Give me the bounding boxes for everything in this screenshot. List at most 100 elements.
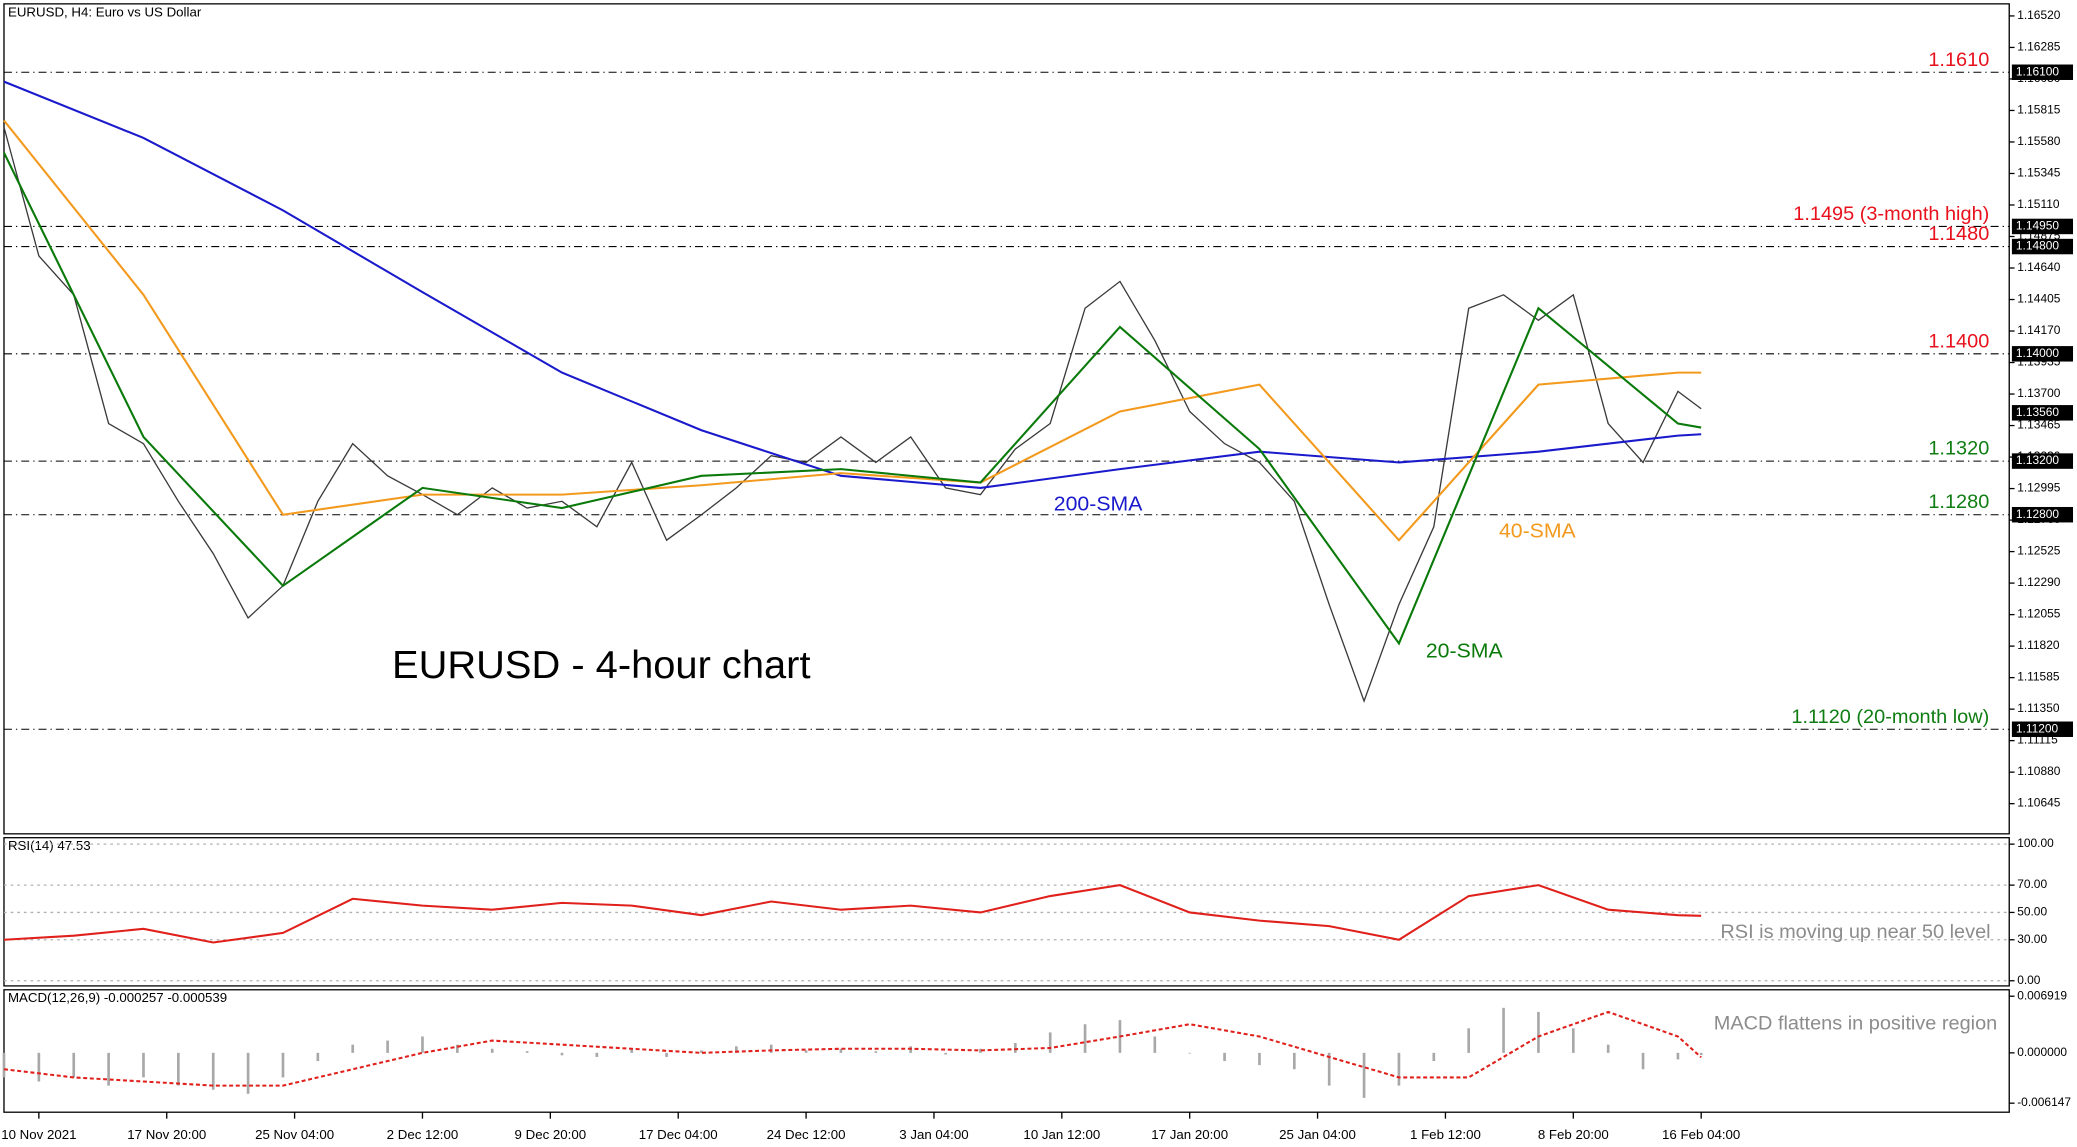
level-label: 1.1480 [1928, 223, 1989, 245]
axis-box-label: 1.14000 [2016, 347, 2060, 360]
histogram-bar [386, 1040, 389, 1053]
annotation: RSI is moving up near 50 level [1720, 921, 1990, 943]
x-tick-label: 10 Nov 2021 [1, 1127, 76, 1142]
x-tick-label: 25 Nov 04:00 [255, 1127, 334, 1142]
y-tick-label: 0.00 [2017, 974, 2041, 987]
histogram-bar [1083, 1024, 1087, 1053]
histogram-bar [456, 1044, 459, 1053]
x-tick-label: 9 Dec 20:00 [515, 1127, 587, 1142]
histogram-bar [1258, 1052, 1261, 1066]
last-price-label: 1.13560 [2016, 406, 2060, 419]
x-tick-label: 16 Feb 04:00 [1662, 1127, 1740, 1142]
x-tick-label: 25 Jan 04:00 [1279, 1127, 1356, 1142]
y-tick-label: 0.000000 [2017, 1046, 2067, 1059]
histogram-bar [72, 1052, 76, 1078]
y-tick-label: 1.13700 [2017, 387, 2061, 400]
x-tick-label: 24 Dec 12:00 [767, 1127, 846, 1142]
series-line [3, 884, 1702, 944]
series-label: 200-SMA [1054, 493, 1143, 516]
histogram-bar [211, 1052, 215, 1090]
histogram-bar [1292, 1052, 1296, 1070]
y-tick-label: 1.12055 [2017, 608, 2061, 621]
axis-box-label: 1.12800 [2016, 508, 2060, 521]
histogram-bar [1013, 1043, 1017, 1053]
x-tick-label: 10 Jan 12:00 [1023, 1127, 1100, 1142]
histogram-bar [804, 1050, 808, 1053]
y-tick-label: 1.15580 [2017, 135, 2061, 148]
histogram-bar [316, 1052, 320, 1062]
annotation: MACD flattens in positive region [1714, 1013, 1997, 1035]
y-tick-label: 100.00 [2017, 837, 2054, 850]
y-tick-label: 1.15110 [2017, 198, 2060, 211]
y-tick-label: 1.12525 [2017, 545, 2061, 558]
histogram-bar [1571, 1028, 1575, 1053]
histogram-bar [665, 1052, 668, 1057]
level-label: 1.1610 [1928, 49, 1989, 71]
axis-box-label: 1.14800 [2016, 240, 2060, 253]
histogram-bar [1641, 1052, 1645, 1070]
x-tick-label: 17 Dec 04:00 [639, 1127, 718, 1142]
histogram-bar [1676, 1052, 1680, 1060]
histogram-bar [979, 1048, 982, 1053]
y-tick-label: 1.10645 [2017, 797, 2061, 810]
histogram-bar [735, 1046, 738, 1053]
axis-box [2011, 346, 2074, 362]
axis-box [2011, 218, 2074, 235]
level-label: 1.1495 (3-month high) [1793, 203, 1989, 225]
histogram-bar [595, 1052, 599, 1057]
axis-box [2011, 238, 2074, 255]
y-tick-label: 1.12290 [2017, 576, 2061, 589]
histogram-bar [1397, 1052, 1401, 1086]
histogram-bar [281, 1052, 285, 1078]
y-tick-label: 1.14640 [2017, 261, 2061, 274]
histogram-bar [1327, 1052, 1331, 1086]
axis-box-label: 1.13200 [2016, 454, 2060, 467]
x-tick-label: 17 Jan 20:00 [1151, 1127, 1228, 1142]
histogram-bar [1699, 1052, 1703, 1055]
series-label: 40-SMA [1499, 520, 1576, 543]
axis-box [2011, 721, 2074, 737]
histogram-bar [1467, 1028, 1471, 1053]
histogram-bar [246, 1052, 250, 1094]
histogram-bar [1188, 1052, 1192, 1054]
last-price-box [2011, 405, 2074, 421]
y-tick-label: 1.16520 [2017, 9, 2061, 22]
y-tick-label: 1.15345 [2017, 167, 2061, 180]
histogram-bar [1502, 1007, 1505, 1053]
histogram-bar [351, 1044, 355, 1053]
series-line [3, 152, 1702, 646]
y-tick-label: 1.10880 [2017, 765, 2061, 778]
y-tick-label: 1.13465 [2017, 419, 2061, 432]
histogram-bar [490, 1048, 494, 1053]
y-tick-label: 1.11585 [2017, 671, 2060, 684]
series-line [3, 80, 1702, 489]
y-tick-label: 1.16285 [2017, 41, 2061, 54]
y-tick-label: 1.11350 [2017, 702, 2060, 715]
annotation: EURUSD - 4-hour chart [392, 643, 811, 686]
x-tick-label: 3 Jan 04:00 [899, 1127, 968, 1142]
histogram-bar [1048, 1032, 1052, 1053]
level-label: 1.1320 [1928, 438, 1989, 460]
histogram-bar [525, 1051, 529, 1053]
y-tick-label: 30.00 [2017, 933, 2047, 946]
histogram-bar [142, 1052, 145, 1078]
axis-box-label: 1.14950 [2016, 220, 2060, 233]
y-tick-label: 1.11115 [2017, 734, 2058, 747]
y-tick-label: 1.14405 [2017, 293, 2061, 306]
axis-box [2011, 453, 2074, 469]
histogram-bar [1606, 1044, 1610, 1053]
histogram-bar [1362, 1052, 1366, 1098]
histogram-bar [1537, 1011, 1540, 1053]
level-label: 1.1120 (20-month low) [1791, 706, 1989, 728]
panel-frame [3, 989, 2010, 1113]
y-tick-label: -0.006147 [2017, 1096, 2071, 1109]
histogram-bar [700, 1050, 703, 1053]
histogram-bar [107, 1052, 110, 1086]
series-line [3, 1010, 1702, 1087]
histogram-bar [2, 1052, 6, 1078]
axis-box-label: 1.16100 [2016, 65, 2060, 78]
panel-title: EURUSD, H4: Euro vs US Dollar [8, 4, 202, 19]
